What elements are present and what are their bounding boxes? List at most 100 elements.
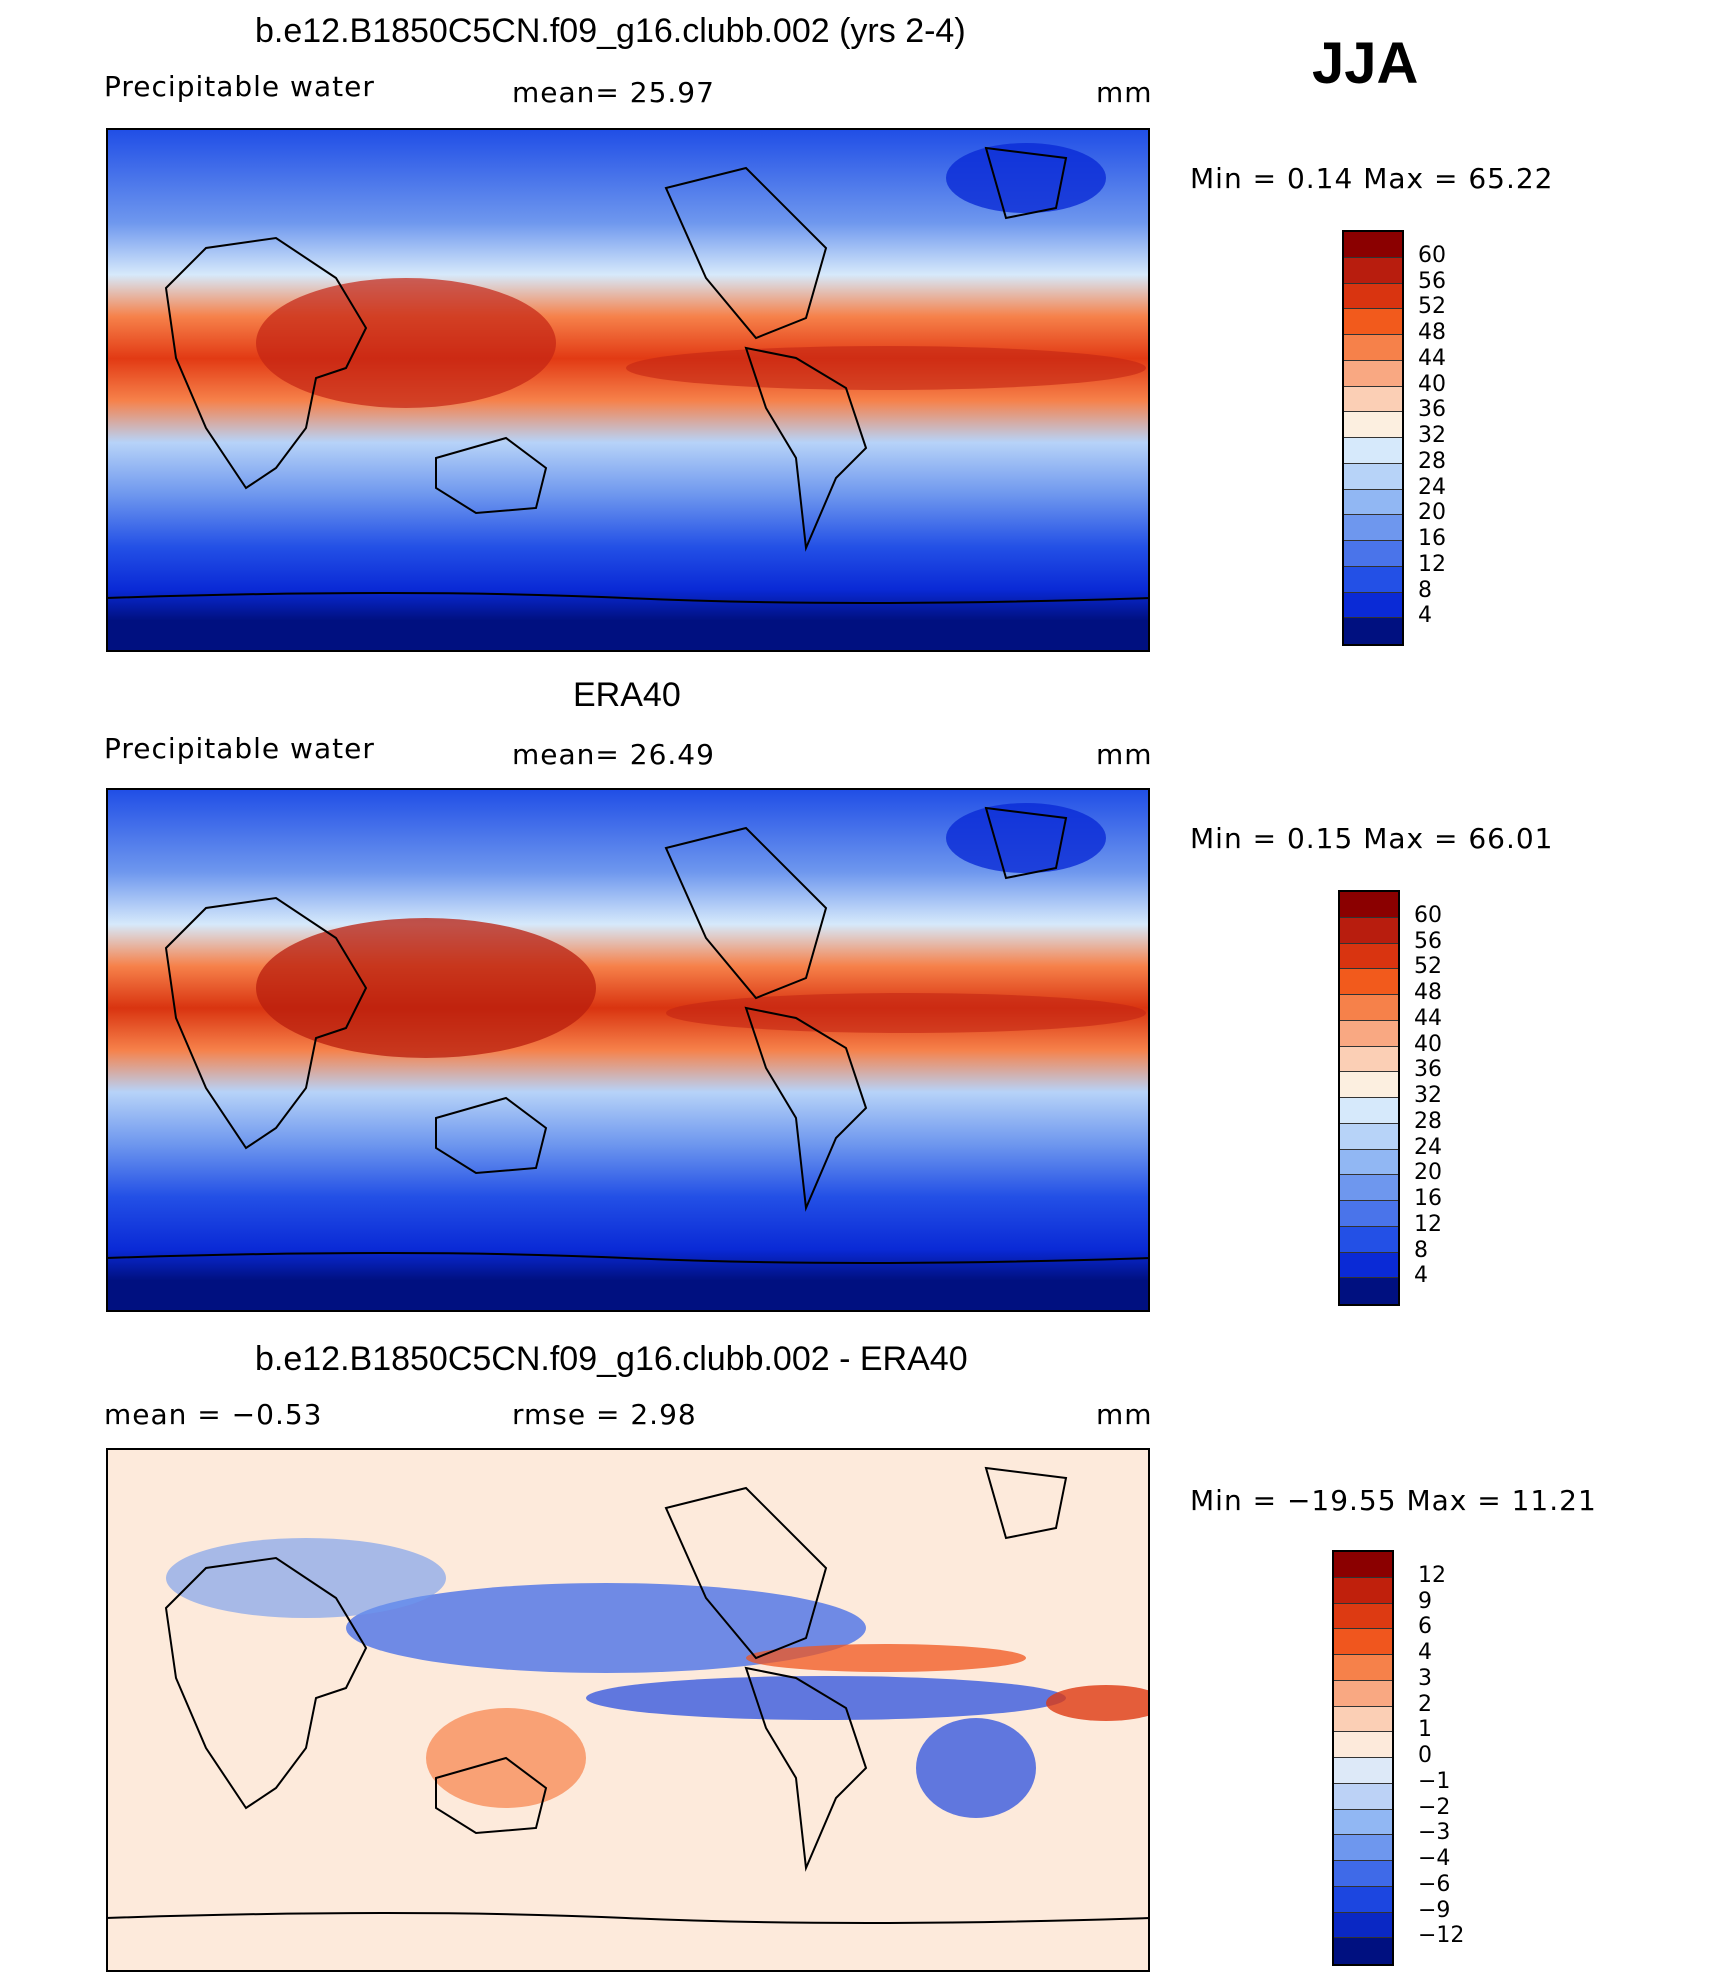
colorbar-label: 28 <box>1414 1108 1442 1134</box>
colorbar-label: 44 <box>1418 345 1446 371</box>
colorbar-swatch <box>1340 1201 1398 1227</box>
panel-3-positive-band <box>746 1644 1026 1672</box>
colorbar-swatch <box>1340 1020 1398 1047</box>
colorbar-label: −3 <box>1418 1820 1451 1846</box>
panel-3-title: b.e12.B1850C5CN.f09_g16.clubb.002 - ERA4… <box>255 1340 968 1378</box>
panel-1-minmax: Min = 0.14 Max = 65.22 <box>1190 162 1554 195</box>
colorbar-label: 52 <box>1418 294 1446 320</box>
panel-2-variable: Precipitable water <box>104 732 375 765</box>
colorbar-label: 48 <box>1418 320 1446 345</box>
colorbar-label: 4 <box>1418 603 1432 629</box>
colorbar-swatch <box>1344 489 1402 516</box>
colorbar-swatch <box>1334 1809 1392 1836</box>
colorbar-label: 32 <box>1414 1083 1442 1108</box>
colorbar-label: 48 <box>1414 980 1442 1005</box>
colorbar-swatch <box>1344 257 1402 284</box>
colorbar-label: 16 <box>1414 1186 1442 1211</box>
colorbar-swatch <box>1344 592 1402 619</box>
panel-1-map <box>106 128 1150 652</box>
colorbar-label: 0 <box>1418 1743 1432 1768</box>
panel-2-warm-pool <box>256 918 596 1058</box>
panel-3-colorbar <box>1332 1550 1394 1966</box>
panel-3-negative-band <box>346 1583 866 1673</box>
colorbar-label: 24 <box>1414 1134 1442 1160</box>
panel-1-mean: mean= 25.97 <box>512 76 715 109</box>
colorbar-swatch <box>1334 1577 1392 1604</box>
panel-3-units: mm <box>1096 1398 1153 1431</box>
colorbar-label: −1 <box>1418 1768 1451 1794</box>
colorbar-swatch <box>1340 1278 1398 1304</box>
colorbar-label: −2 <box>1418 1794 1451 1820</box>
panel-2-colorbar <box>1338 890 1400 1306</box>
colorbar-swatch <box>1344 309 1402 335</box>
colorbar-label: 16 <box>1418 526 1446 551</box>
colorbar-swatch <box>1344 386 1402 413</box>
colorbar-swatch <box>1340 917 1398 944</box>
colorbar-label: 9 <box>1418 1588 1432 1614</box>
panel-2-map <box>106 788 1150 1312</box>
colorbar-swatch <box>1334 1629 1392 1655</box>
panel-1-itcz <box>626 346 1146 390</box>
colorbar-swatch <box>1344 360 1402 387</box>
panel-3-map <box>106 1448 1150 1972</box>
colorbar-swatch <box>1344 566 1402 593</box>
colorbar-swatch <box>1334 1680 1392 1707</box>
panel-3-negative-south-america <box>916 1718 1036 1818</box>
colorbar-swatch <box>1340 1123 1398 1150</box>
colorbar-label: 4 <box>1418 1640 1432 1665</box>
panel-2-itcz <box>666 993 1146 1033</box>
colorbar-swatch <box>1340 892 1398 918</box>
colorbar-swatch <box>1340 1046 1398 1073</box>
panel-2-coastlines <box>106 806 1150 1264</box>
panel-1-coastlines <box>106 146 1150 604</box>
panel-1-units: mm <box>1096 76 1153 109</box>
colorbar-swatch <box>1334 1912 1392 1939</box>
colorbar-label: 12 <box>1418 551 1446 577</box>
colorbar-label: 36 <box>1414 1057 1442 1083</box>
panel-1-warm-pool <box>256 278 556 408</box>
colorbar-swatch <box>1340 1149 1398 1176</box>
colorbar-label: 24 <box>1418 474 1446 500</box>
colorbar-label: 12 <box>1414 1211 1442 1237</box>
colorbar-label: 8 <box>1414 1237 1428 1263</box>
colorbar-label: 1 <box>1418 1717 1432 1743</box>
colorbar-swatch <box>1344 515 1402 541</box>
colorbar-swatch <box>1334 1552 1392 1578</box>
panel-1-colorbar <box>1342 230 1404 646</box>
colorbar-swatch <box>1344 541 1402 567</box>
panel-1-variable: Precipitable water <box>104 70 375 103</box>
panel-2-units: mm <box>1096 738 1153 771</box>
colorbar-swatch <box>1340 1072 1398 1098</box>
colorbar-swatch <box>1344 438 1402 464</box>
colorbar-swatch <box>1340 1098 1398 1124</box>
colorbar-label: 28 <box>1418 448 1446 474</box>
colorbar-swatch <box>1334 1758 1392 1784</box>
colorbar-swatch <box>1334 1706 1392 1733</box>
colorbar-label: 8 <box>1418 577 1432 603</box>
panel-3-coastlines <box>106 1466 1150 1924</box>
colorbar-label: −12 <box>1418 1923 1465 1949</box>
colorbar-swatch <box>1334 1938 1392 1964</box>
colorbar-swatch <box>1344 335 1402 361</box>
panel-3-negative-tropics <box>586 1676 1066 1720</box>
colorbar-label: 20 <box>1418 500 1446 526</box>
colorbar-label: 4 <box>1414 1263 1428 1289</box>
colorbar-swatch <box>1340 1175 1398 1201</box>
colorbar-label: 12 <box>1418 1562 1446 1588</box>
panel-1-title: b.e12.B1850C5CN.f09_g16.clubb.002 (yrs 2… <box>255 12 966 50</box>
colorbar-swatch <box>1344 463 1402 490</box>
panel-2-title: ERA40 <box>573 676 681 714</box>
colorbar-label: 6 <box>1418 1614 1432 1640</box>
colorbar-label: 56 <box>1414 928 1442 954</box>
colorbar-swatch <box>1334 1655 1392 1681</box>
colorbar-swatch <box>1340 995 1398 1021</box>
colorbar-swatch <box>1334 1861 1392 1887</box>
colorbar-swatch <box>1334 1603 1392 1630</box>
panel-2-mean: mean= 26.49 <box>512 738 715 771</box>
panel-3-minmax: Min = −19.55 Max = 11.21 <box>1190 1484 1597 1517</box>
colorbar-swatch <box>1340 1252 1398 1279</box>
colorbar-label: 60 <box>1414 902 1442 928</box>
colorbar-swatch <box>1344 412 1402 438</box>
colorbar-label: 52 <box>1414 954 1442 980</box>
colorbar-swatch <box>1334 1886 1392 1913</box>
